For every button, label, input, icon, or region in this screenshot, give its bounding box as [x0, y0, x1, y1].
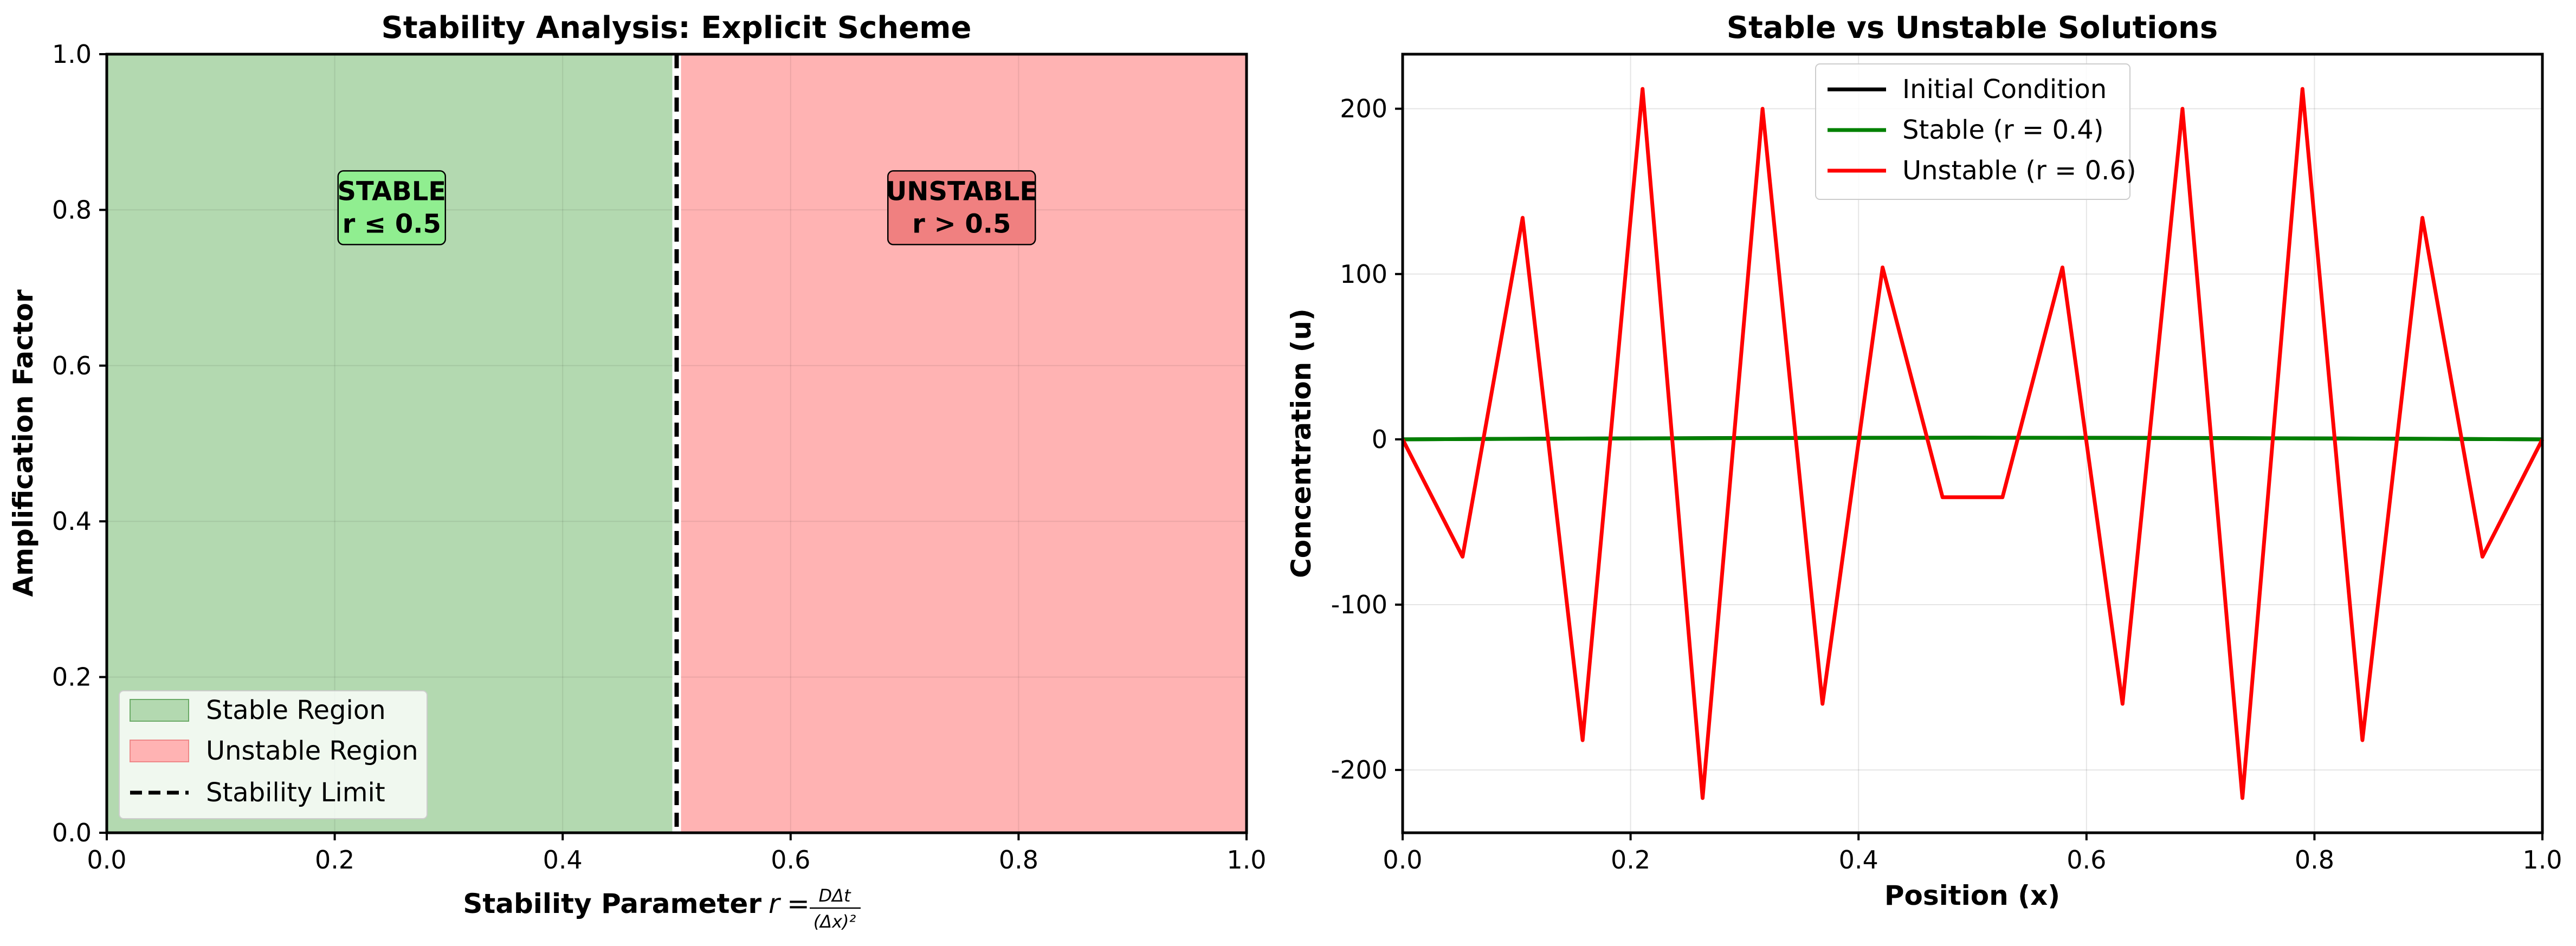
- legend-label-stable-region: Stable Region: [206, 695, 386, 725]
- math-symbol-equals: =: [787, 888, 810, 919]
- series-line-stable-r-0-4: [1402, 436, 2543, 442]
- legend-label-stability-limit: Stability Limit: [206, 777, 385, 808]
- left-plot-frame: [105, 53, 1248, 834]
- x-tick-label: 0.4: [1839, 845, 1878, 874]
- x-tick-label: 0.8: [999, 845, 1038, 874]
- series-line-unstable-r-0-6: [1400, 87, 2545, 800]
- right-y-axis-label: Concentration (u): [1286, 308, 1317, 578]
- legend-label-initial-condition: Initial Condition: [1902, 74, 2107, 105]
- y-tick-label: 0: [1372, 425, 1387, 454]
- y-tick-label: 1.0: [52, 40, 92, 69]
- x-tick-label: 1.0: [1226, 845, 1266, 874]
- solutions-panel: Initial Condition Stable (r = 0.4) Unsta…: [1286, 10, 2562, 911]
- unstable-annotation: UNSTABLE r > 0.5: [886, 170, 1037, 245]
- left-legend: Stable Region Unstable Region Stability …: [119, 690, 428, 819]
- unstable-annotation-box: [887, 170, 1036, 245]
- math-symbol-r: r: [769, 888, 782, 919]
- left-x-axis-label: Stability Parameter r = DΔt (Δx)²: [463, 885, 861, 932]
- left-legend-frame: [119, 690, 428, 819]
- y-tick-label: 0.2: [52, 663, 92, 692]
- x-tick-label: 0.0: [1383, 845, 1422, 874]
- y-tick-label: -100: [1331, 590, 1387, 619]
- legend-swatch-unstable-region: [130, 740, 189, 762]
- left-ticks: 0.0 0.2 0.4 0.6 0.8 1.0 0.0 0.2 0.4 0.6 0.8 1.0: [52, 40, 1267, 874]
- y-tick-label: 200: [1340, 94, 1387, 124]
- x-tick-label: 0.4: [543, 845, 583, 874]
- legend-label-unstable-region: Unstable Region: [206, 736, 418, 766]
- x-tick-label: 0.6: [771, 845, 810, 874]
- unstable-annotation-line1: UNSTABLE: [886, 176, 1037, 206]
- right-x-axis-label: Position (x): [1884, 880, 2060, 911]
- right-legend: Initial Condition Stable (r = 0.4) Unsta…: [1815, 63, 2136, 200]
- solution-series: [1400, 87, 2545, 800]
- y-tick-label: 0.8: [52, 195, 92, 224]
- right-plot-frame: [1401, 53, 2544, 834]
- right-legend-frame: [1815, 63, 2130, 200]
- stable-annotation-line1: STABLE: [337, 176, 446, 206]
- stability-panel: STABLE r ≤ 0.5 UNSTABLE r > 0.5 Stable R…: [8, 10, 1267, 932]
- right-chart-title: Stable vs Unstable Solutions: [1727, 10, 2218, 46]
- math-numerator: DΔt: [818, 885, 851, 906]
- x-tick-label: 0.2: [315, 845, 354, 874]
- legend-label-stable: Stable (r = 0.4): [1902, 115, 2104, 145]
- x-tick-label: 0.0: [87, 845, 126, 874]
- x-tick-label: 0.8: [2295, 845, 2334, 874]
- x-tick-label: 0.2: [1611, 845, 1650, 874]
- right-ticks: 0.0 0.2 0.4 0.6 0.8 1.0 -200 -100 0 100 200: [1331, 94, 2562, 874]
- y-tick-label: 0.4: [52, 507, 92, 536]
- unstable-annotation-line2: r > 0.5: [912, 209, 1011, 239]
- left-chart-title: Stability Analysis: Explicit Scheme: [382, 10, 972, 46]
- math-denominator: (Δx)²: [814, 911, 856, 932]
- stable-annotation-line2: r ≤ 0.5: [343, 209, 441, 239]
- legend-swatch-stable-region: [130, 699, 189, 722]
- y-tick-label: 0.0: [52, 818, 92, 847]
- stable-annotation-box: [337, 170, 446, 245]
- y-tick-label: 100: [1340, 260, 1387, 289]
- y-tick-label: -200: [1331, 755, 1387, 785]
- x-tick-label: 0.6: [2067, 845, 2106, 874]
- legend-label-unstable: Unstable (r = 0.6): [1902, 155, 2136, 186]
- stable-annotation: STABLE r ≤ 0.5: [337, 170, 446, 245]
- left-x-axis-label-text: Stability Parameter: [463, 888, 761, 919]
- x-tick-label: 1.0: [2522, 845, 2562, 874]
- left-y-axis-label: Amplification Factor: [8, 289, 39, 597]
- y-tick-label: 0.6: [52, 351, 92, 380]
